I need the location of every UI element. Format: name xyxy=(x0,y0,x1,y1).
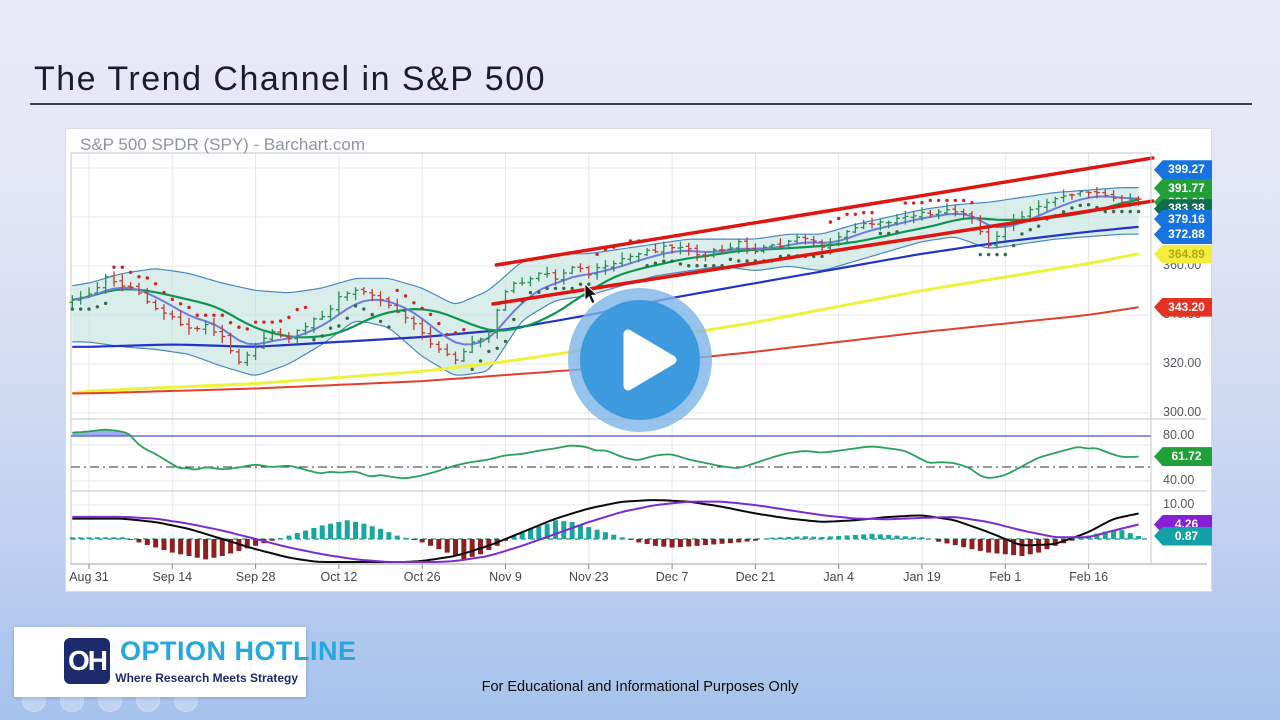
price-badge: 379.16 xyxy=(1154,209,1212,229)
cursor-arrow-icon xyxy=(584,284,599,305)
chart-watermark-title: S&P 500 SPDR (SPY) - Barchart.com xyxy=(80,135,366,154)
price-badge: 0.87 xyxy=(1154,526,1212,546)
y-axis-label: 300.00 xyxy=(1163,405,1202,419)
x-axis-label: Jan 4 xyxy=(823,570,854,584)
x-axis-label: Nov 9 xyxy=(489,570,522,584)
price-badge: 61.72 xyxy=(1154,447,1212,467)
x-axis-label: Sep 28 xyxy=(235,570,276,584)
x-axis-label: Dec 7 xyxy=(655,570,689,584)
price-badge: 372.88 xyxy=(1154,224,1212,244)
oh-logo-icon: OH xyxy=(64,638,110,684)
title-underline xyxy=(30,103,1252,105)
chart-overlay: Aug 31 Sep 14 Sep 28 Oct 12 Oct 26 Nov 9 Nov 2… xyxy=(66,129,1212,591)
x-axis-label: Sep 14 xyxy=(152,570,193,584)
disclaimer-text: For Educational and Informational Purpos… xyxy=(481,679,799,695)
x-axis-label: Dec 21 xyxy=(735,570,776,584)
y-axis-label: 320.00 xyxy=(1163,356,1202,370)
chart-card: S&P 500 SPDR (SPY) - Barchart.com Aug 31… xyxy=(65,128,1212,592)
x-axis-label: Nov 23 xyxy=(568,570,609,584)
price-badge: 364.89 xyxy=(1154,244,1212,264)
y-axis-label: 10.00 xyxy=(1163,497,1195,511)
y-axis-label: 40.00 xyxy=(1163,473,1195,487)
price-chart xyxy=(69,152,1207,569)
x-axis-label: Oct 26 xyxy=(403,570,441,584)
x-axis-label: Aug 31 xyxy=(69,570,109,584)
logo-tagline: Where Research Meets Strategy xyxy=(115,671,298,685)
y-axis-label: 80.00 xyxy=(1163,428,1195,442)
price-badge: 399.27 xyxy=(1154,160,1212,180)
x-axis-label: Feb 16 xyxy=(1069,570,1109,584)
price-badge: 391.77 xyxy=(1154,178,1212,198)
play-icon xyxy=(568,288,712,432)
x-axis-label: Feb 1 xyxy=(989,570,1022,584)
logo-name: OPTION HOTLINE xyxy=(120,636,357,666)
x-axis-label: Jan 19 xyxy=(903,570,941,584)
price-badge: 343.20 xyxy=(1154,297,1212,317)
page-title: The Trend Channel in S&P 500 xyxy=(34,60,547,98)
x-axis-label: Oct 12 xyxy=(320,570,358,584)
play-button[interactable] xyxy=(567,287,713,433)
logo: OH OPTION HOTLINE Where Research Meets S… xyxy=(14,627,356,697)
